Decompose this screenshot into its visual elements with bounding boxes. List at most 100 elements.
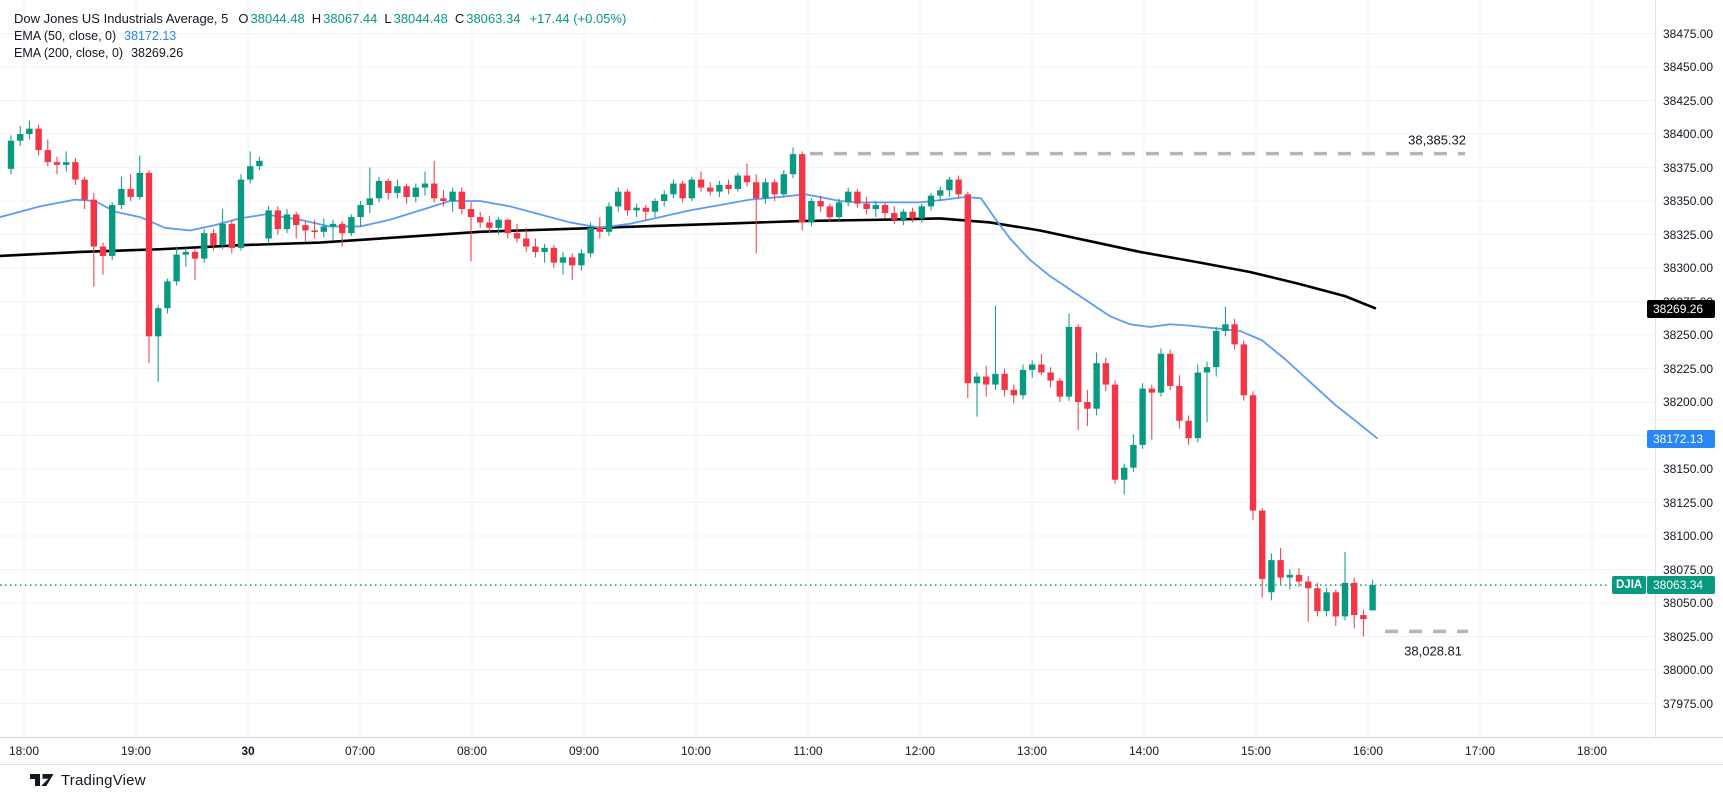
- open-label: O: [238, 10, 249, 26]
- candle-up: [872, 205, 879, 210]
- candle-down: [523, 238, 530, 247]
- ema200-value: 38269.26: [131, 45, 184, 60]
- candle-down: [228, 223, 235, 248]
- candle-up: [688, 179, 695, 199]
- candle-up: [946, 179, 953, 191]
- candle-up: [578, 253, 585, 266]
- candle-up: [587, 227, 594, 254]
- candle-down: [293, 214, 300, 226]
- candle-up: [670, 183, 677, 195]
- price-level-label[interactable]: 38,028.81: [1404, 643, 1462, 659]
- candle-up: [1268, 560, 1275, 593]
- candle-up: [1139, 388, 1146, 445]
- candle-down: [1176, 385, 1183, 421]
- candle-down: [1084, 402, 1091, 409]
- candle-up: [1121, 467, 1128, 480]
- price-axis-label: 38125.00: [1663, 495, 1714, 510]
- candle-down: [817, 201, 824, 207]
- candle-down: [1351, 582, 1358, 616]
- tradingview-logo-text: TradingView: [61, 772, 146, 789]
- candle-down: [964, 194, 971, 384]
- time-axis-day-label: 30: [241, 744, 255, 758]
- candle-up: [495, 219, 502, 228]
- candle-up: [449, 191, 456, 201]
- candle-down: [458, 191, 465, 210]
- candle-down: [725, 184, 732, 189]
- close-value: 38063.34: [466, 10, 521, 26]
- candle-up: [789, 154, 797, 175]
- candle-up: [1323, 592, 1330, 612]
- candle-down: [1167, 353, 1174, 386]
- candle-up: [136, 172, 143, 197]
- candle-up: [605, 206, 613, 232]
- candle-down: [72, 162, 79, 180]
- low-value: 38044.48: [393, 10, 448, 26]
- symbol-title: Dow Jones US Industrials Average, 5: [14, 11, 229, 26]
- candle-up: [1093, 363, 1100, 409]
- high-value: 38067.44: [323, 10, 378, 26]
- price-axis-label: 38425.00: [1663, 93, 1714, 108]
- candle-up: [1130, 444, 1137, 468]
- candle-up: [1029, 364, 1036, 370]
- candle-down: [1277, 560, 1284, 578]
- candle-down: [1111, 384, 1119, 480]
- ema200-line: [0, 217, 1377, 310]
- candle-up: [375, 180, 383, 199]
- legend-ema50-row[interactable]: EMA (50, close, 0) 38172.13: [14, 27, 628, 44]
- candle-down: [799, 154, 806, 223]
- candle-down: [983, 376, 990, 385]
- candle-down: [1295, 574, 1303, 582]
- candle-down: [1249, 395, 1257, 511]
- price-level-label[interactable]: 38,385.32: [1408, 132, 1466, 148]
- price-axis-label: 38300.00: [1663, 261, 1714, 275]
- last-price-badge: 38063.34: [1647, 576, 1715, 595]
- candle-down: [863, 203, 870, 210]
- candle-up: [559, 257, 567, 263]
- candle-up: [918, 206, 925, 219]
- candle-up: [1019, 369, 1027, 396]
- candle-down: [1231, 324, 1238, 345]
- legend-ema200-row[interactable]: EMA (200, close, 0) 38269.26: [14, 44, 628, 61]
- candle-down: [854, 191, 861, 204]
- time-axis-label: 14:00: [1128, 744, 1160, 758]
- candle-down: [697, 179, 705, 188]
- candle-up: [1065, 326, 1073, 397]
- candle-down: [891, 213, 898, 220]
- candle-up: [237, 179, 245, 248]
- time-axis-label: 13:00: [1016, 744, 1048, 758]
- candle-up: [845, 191, 852, 203]
- ema50-value-badge: 38172.13: [1647, 430, 1715, 449]
- candle-up: [265, 210, 272, 239]
- candle-up: [320, 226, 327, 232]
- candle-down: [569, 257, 576, 266]
- candle-up: [412, 187, 419, 197]
- time-axis-label: 18:00: [8, 744, 40, 758]
- time-axis[interactable]: 18:00 19:00 30 07:00 08:00 09:00 10:00 11:00 12:…: [0, 737, 1723, 765]
- candle-up: [651, 201, 659, 212]
- tradingview-logo[interactable]: TradingView: [30, 772, 146, 789]
- time-axis-label: 11:00: [793, 744, 823, 758]
- candle-down: [145, 172, 153, 337]
- candle-up: [219, 223, 226, 246]
- candle-down: [467, 209, 475, 218]
- price-axis-label: 38025.00: [1663, 629, 1714, 644]
- candle-down: [302, 225, 309, 231]
- candle-down: [1259, 510, 1266, 579]
- candle-down: [1010, 389, 1017, 396]
- candle-up: [26, 128, 33, 134]
- candle-up: [421, 183, 429, 188]
- legend-symbol-row[interactable]: Dow Jones US Industrials Average, 5 O 380…: [14, 10, 628, 27]
- candle-up: [394, 186, 401, 193]
- candle-down: [127, 188, 134, 197]
- price-axis[interactable]: 38475.00 38450.00 38425.00 38400.00 38375.00…: [1655, 0, 1723, 737]
- ema50-label: EMA (50, close, 0): [14, 28, 117, 43]
- price-axis-label: 38050.00: [1663, 596, 1714, 610]
- candle-up: [247, 166, 254, 180]
- candle-up: [63, 162, 70, 165]
- price-axis-label: 38000.00: [1663, 663, 1714, 677]
- candle-down: [35, 128, 42, 151]
- candle-down: [191, 251, 199, 259]
- time-axis-label: 09:00: [568, 744, 600, 758]
- candle-down: [1240, 344, 1247, 396]
